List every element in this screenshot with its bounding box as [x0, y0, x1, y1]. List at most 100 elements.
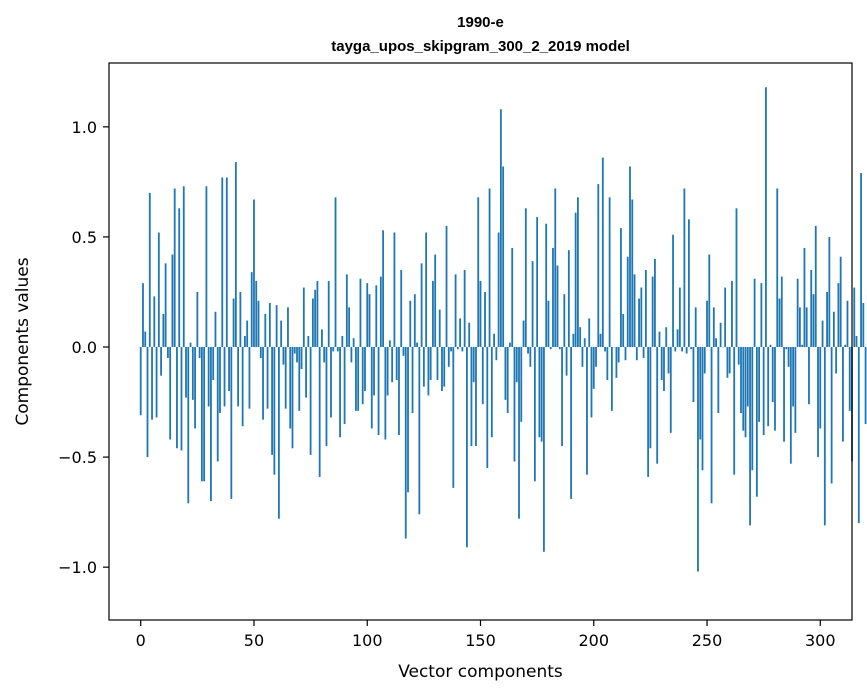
bar-152 [484, 291, 486, 347]
bar-203 [599, 333, 602, 347]
bar-168 [520, 347, 523, 422]
bar-48 [248, 347, 251, 409]
bar-194 [579, 327, 582, 347]
bar-183 [554, 188, 557, 347]
bar-120 [411, 347, 414, 414]
bar-70 [298, 347, 301, 411]
bar-283 [780, 276, 783, 347]
bar-118 [407, 347, 409, 493]
bar-172 [529, 347, 532, 367]
bar-22 [189, 342, 192, 347]
bar-188 [565, 347, 568, 376]
bars-group [139, 87, 867, 572]
bar-219 [635, 347, 638, 361]
bar-298 [814, 225, 817, 348]
bar-129 [432, 280, 434, 348]
bar-195 [581, 347, 584, 367]
bar-158 [497, 232, 500, 347]
bar-47 [246, 320, 249, 347]
bar-300 [819, 347, 822, 429]
bar-45 [241, 347, 244, 427]
bar-124 [420, 263, 423, 347]
bar-248 [701, 347, 704, 471]
bar-315 [853, 287, 856, 347]
bar-62 [280, 320, 283, 347]
bar-255 [717, 347, 720, 414]
bar-21 [187, 347, 190, 504]
bar-39 [228, 347, 230, 392]
x-tick-label: 200 [578, 631, 609, 650]
bar-23 [191, 347, 194, 400]
bar-87 [336, 347, 339, 352]
bar-157 [495, 347, 498, 361]
bar-272 [755, 347, 758, 497]
bar-52 [257, 300, 260, 347]
bar-73 [305, 347, 307, 398]
bar-112 [393, 232, 396, 347]
bar-155 [490, 347, 493, 438]
bar-37 [223, 347, 226, 407]
bar-277 [767, 347, 770, 427]
bar-182 [552, 247, 554, 347]
bar-123 [418, 347, 421, 515]
bar-113 [395, 347, 398, 381]
y-tick-label: −1.0 [58, 558, 97, 577]
bar-11 [164, 263, 167, 347]
bar-265 [740, 347, 742, 414]
bar-149 [477, 197, 480, 348]
bar-0 [139, 347, 142, 416]
bar-98 [361, 347, 364, 405]
bar-119 [409, 300, 412, 347]
bar-148 [475, 347, 477, 447]
bar-253 [712, 307, 715, 348]
bar-267 [744, 347, 747, 438]
bar-36 [221, 177, 224, 347]
bar-83 [327, 280, 330, 348]
bar-179 [545, 223, 548, 348]
bar-9 [160, 347, 162, 376]
bar-309 [839, 256, 842, 347]
bar-319 [862, 302, 865, 347]
bar-275 [762, 347, 765, 436]
bar-140 [456, 347, 459, 350]
bar-226 [651, 276, 654, 347]
bar-224 [647, 347, 650, 477]
bar-134 [443, 347, 446, 387]
bar-240 [683, 188, 686, 347]
bar-274 [760, 283, 763, 348]
bar-6 [153, 296, 156, 348]
bar-206 [606, 347, 609, 381]
bar-217 [631, 199, 634, 348]
bar-221 [640, 287, 643, 347]
bar-200 [592, 347, 595, 389]
bar-74 [307, 336, 310, 348]
bar-295 [808, 347, 810, 405]
bar-286 [787, 347, 790, 367]
bar-12 [166, 347, 169, 359]
bar-79 [318, 347, 321, 477]
bar-178 [543, 347, 545, 552]
bar-193 [577, 197, 579, 348]
bar-86 [334, 197, 337, 348]
bar-137 [450, 347, 452, 352]
bar-13 [169, 347, 172, 440]
bar-2 [144, 331, 147, 347]
bar-51 [255, 280, 258, 348]
bar-46 [244, 336, 246, 348]
bar-139 [454, 274, 457, 347]
bar-258 [724, 287, 727, 347]
bar-40 [230, 347, 233, 499]
bar-78 [316, 280, 319, 348]
bar-145 [468, 322, 471, 348]
bar-100 [366, 283, 369, 348]
bar-28 [203, 347, 206, 482]
bar-171 [527, 347, 529, 354]
bar-278 [769, 344, 772, 347]
bar-76 [311, 298, 314, 347]
bar-290 [796, 278, 799, 347]
bar-285 [785, 347, 788, 350]
bar-34 [216, 347, 219, 462]
bar-166 [515, 347, 518, 383]
bar-10 [162, 313, 165, 347]
